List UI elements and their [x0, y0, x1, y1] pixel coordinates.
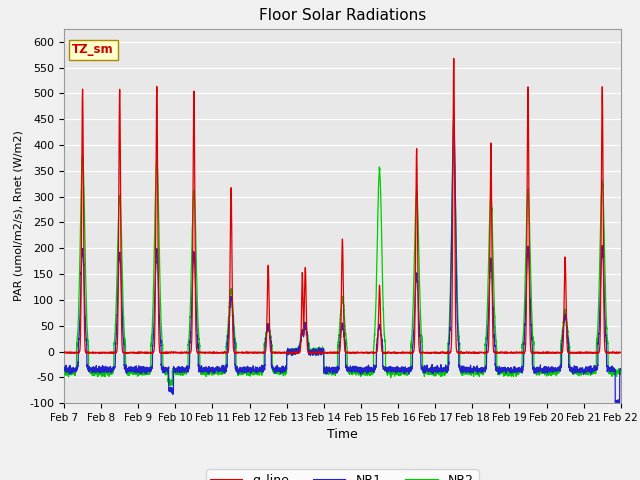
Y-axis label: PAR (umol/m2/s), Rnet (W/m2): PAR (umol/m2/s), Rnet (W/m2): [13, 131, 24, 301]
Text: TZ_sm: TZ_sm: [72, 43, 114, 56]
Legend: q_line, NR1, NR2: q_line, NR1, NR2: [206, 469, 479, 480]
Title: Floor Solar Radiations: Floor Solar Radiations: [259, 9, 426, 24]
X-axis label: Time: Time: [327, 429, 358, 442]
